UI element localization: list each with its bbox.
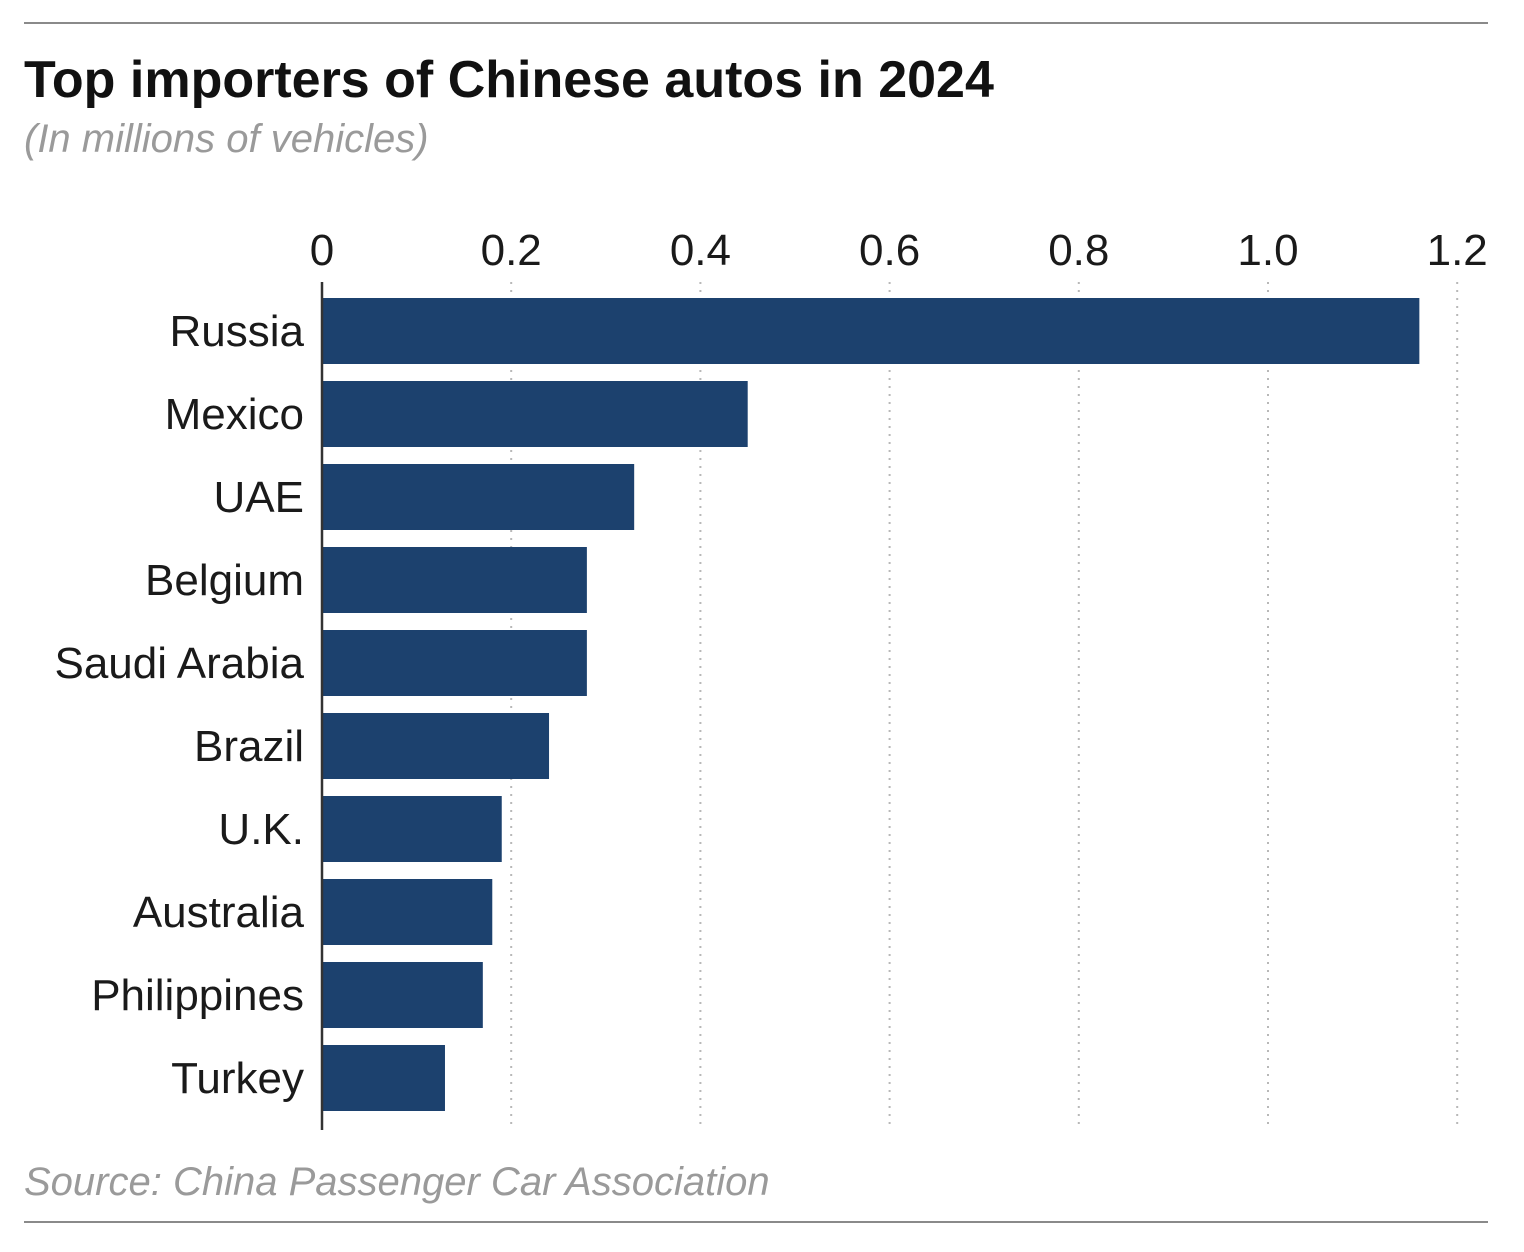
top-rule <box>24 22 1488 24</box>
x-tick-label-0: 0 <box>310 226 334 275</box>
bar-turkey <box>322 1045 445 1111</box>
category-label-russia: Russia <box>170 307 305 356</box>
category-label-australia: Australia <box>133 888 305 937</box>
x-tick-label-5: 1.0 <box>1237 226 1298 275</box>
bar-russia <box>322 298 1420 364</box>
category-label-mexico: Mexico <box>165 390 304 439</box>
category-label-saudi-arabia: Saudi Arabia <box>54 639 304 688</box>
bar-brazil <box>322 713 550 779</box>
chart-source: Source: China Passenger Car Association <box>24 1160 770 1204</box>
category-label-uae: UAE <box>214 473 304 522</box>
bar-belgium <box>322 547 587 613</box>
x-tick-label-3: 0.6 <box>859 226 920 275</box>
bar-philippines <box>322 962 483 1028</box>
bar-australia <box>322 879 493 945</box>
bar-mexico <box>322 381 748 447</box>
x-tick-label-1: 0.2 <box>481 226 542 275</box>
category-label-brazil: Brazil <box>194 722 304 771</box>
bottom-rule <box>24 1221 1488 1223</box>
chart-subtitle: (In millions of vehicles) <box>24 117 429 161</box>
bar-uae <box>322 464 635 530</box>
x-tick-label-2: 0.4 <box>670 226 731 275</box>
category-label-philippines: Philippines <box>91 971 304 1020</box>
bar-saudi-arabia <box>322 630 587 696</box>
category-label-belgium: Belgium <box>145 556 304 605</box>
category-label-turkey: Turkey <box>171 1054 304 1103</box>
bar-u-k <box>322 796 502 862</box>
chart-title: Top importers of Chinese autos in 2024 <box>24 51 994 109</box>
x-tick-label-6: 1.2 <box>1427 226 1488 275</box>
category-label-u-k: U.K. <box>218 805 304 854</box>
x-tick-label-4: 0.8 <box>1048 226 1109 275</box>
